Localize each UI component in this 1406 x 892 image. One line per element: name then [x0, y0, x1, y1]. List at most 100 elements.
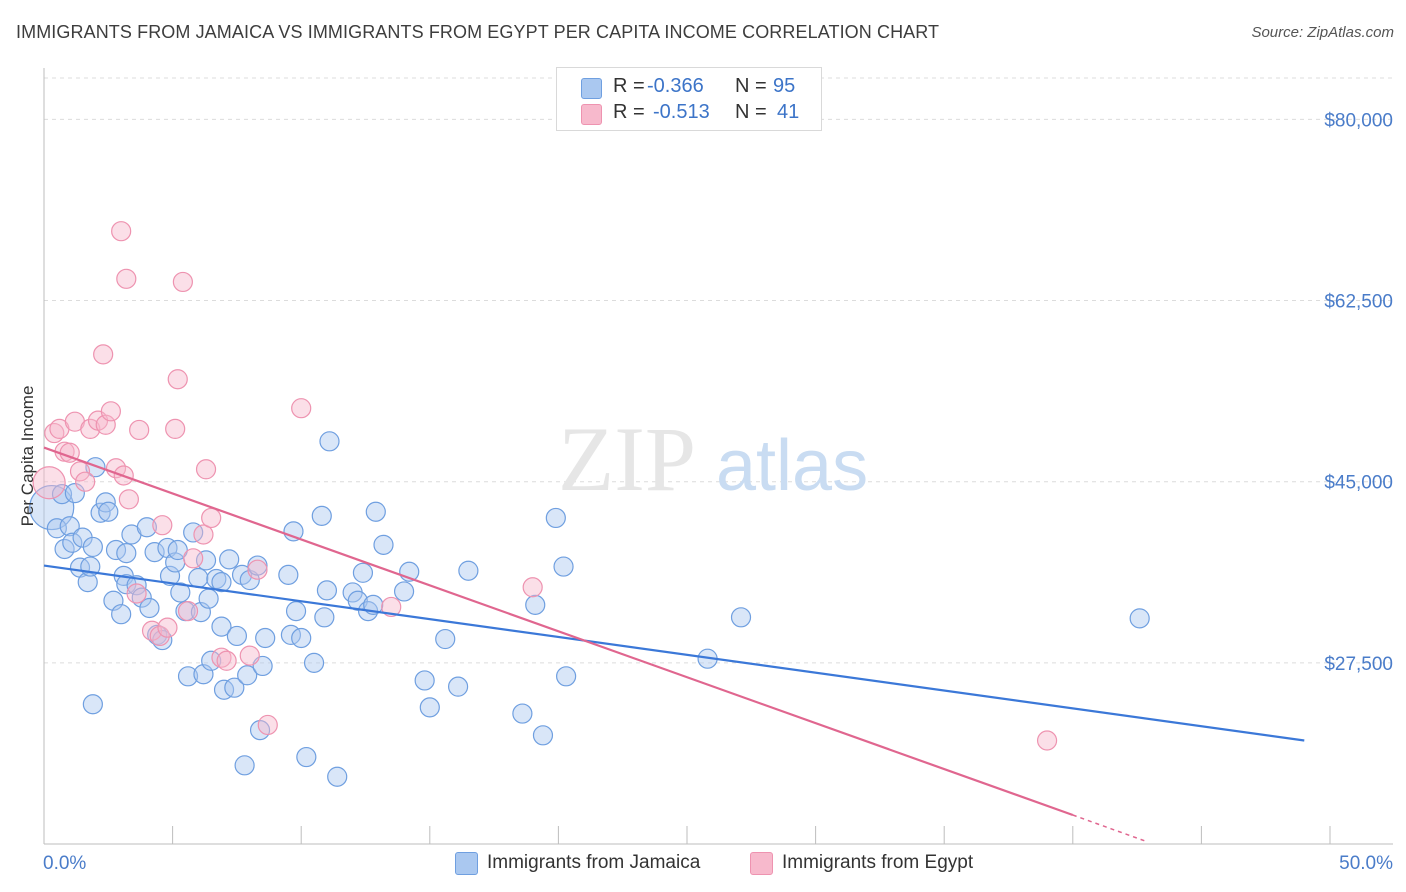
jamaica-point [116, 543, 137, 564]
egypt-point [32, 466, 66, 500]
egypt-point [183, 548, 204, 569]
y-tick-label: $27,500 [1324, 654, 1393, 675]
jamaica-swatch [581, 78, 602, 99]
jamaica-legend-swatch [455, 852, 478, 875]
jamaica-point [213, 679, 235, 700]
jamaica-point [170, 582, 191, 603]
jamaica-point [283, 521, 304, 542]
jamaica-point [447, 676, 469, 697]
jamaica-point [224, 677, 245, 698]
jamaica-point [525, 594, 546, 615]
egypt-point [126, 583, 147, 604]
jamaica-point [64, 482, 85, 504]
egypt-point [100, 401, 121, 422]
series-jamaica-points [29, 431, 1150, 787]
jamaica-point [327, 766, 348, 787]
y-tick-label: $62,500 [1324, 292, 1393, 313]
jamaica-point [373, 534, 394, 555]
jamaica-point [82, 694, 103, 715]
jamaica-point [545, 507, 566, 529]
jamaica-point [435, 628, 456, 650]
legend-r-value: -0.513 [653, 101, 710, 123]
jamaica-point [219, 549, 240, 570]
jamaica-point [278, 564, 299, 585]
y-tick-label: $45,000 [1324, 473, 1393, 494]
x-tick-max: 50.0% [1339, 853, 1393, 874]
legend-n-label: N = [735, 101, 767, 123]
jamaica-point [285, 600, 307, 622]
legend-n-value: 41 [777, 101, 800, 123]
legend-r-value: -0.366 [647, 75, 704, 97]
egypt-point [165, 418, 186, 440]
jamaica-point [195, 550, 217, 571]
jamaica-point [730, 607, 752, 628]
jamaica-point [211, 616, 232, 637]
jamaica-point [59, 516, 80, 537]
jamaica-point [98, 501, 119, 522]
egypt-point [291, 398, 312, 419]
egypt-swatch [581, 104, 602, 125]
egypt-point [239, 645, 260, 666]
jamaica-point [255, 627, 276, 649]
egypt-point [118, 489, 139, 510]
jamaica-point [226, 625, 247, 647]
egypt-point [257, 714, 278, 736]
jamaica-point [144, 541, 165, 563]
jamaica-point [159, 565, 181, 587]
jamaica-point [111, 604, 132, 625]
jamaica-trend-line [43, 564, 1305, 742]
egypt-point [152, 515, 173, 536]
egypt-point [149, 625, 170, 647]
egypt-legend-label: Immigrants from Egypt [782, 852, 974, 873]
egypt-point [111, 221, 132, 242]
watermark: ZIP atlas [558, 408, 868, 510]
jamaica-point [556, 666, 577, 687]
stats-legend: R = -0.366 N = 95 R = -0.513 N = 41 [556, 67, 822, 131]
jamaica-point [365, 501, 386, 522]
jamaica-point [414, 670, 435, 691]
jamaica-point [319, 431, 340, 452]
trend-lines [43, 446, 1305, 842]
chart-title: IMMIGRANTS FROM JAMAICA VS IMMIGRANTS FR… [16, 22, 940, 42]
egypt-point [157, 617, 178, 638]
jamaica-point [512, 703, 533, 724]
jamaica-point [303, 652, 325, 673]
jamaica-point [126, 575, 147, 596]
jamaica-point [188, 567, 209, 589]
jamaica-point [139, 597, 160, 619]
jamaica-legend-label: Immigrants from Jamaica [487, 852, 701, 873]
egypt-point [522, 577, 543, 598]
y-tick-label: $80,000 [1324, 110, 1393, 131]
jamaica-point [211, 572, 232, 593]
y-axis-label: Per Capita Income [18, 386, 37, 527]
jamaica-point [316, 580, 338, 601]
y-tick-labels: $27,500 $45,000 $62,500 $80,000 [1324, 110, 1393, 674]
jamaica-point [458, 560, 479, 581]
jamaica-point [1129, 608, 1150, 629]
jamaica-point [532, 725, 554, 746]
jamaica-point [136, 517, 157, 538]
axes [43, 68, 1393, 845]
jamaica-point [46, 518, 67, 539]
jamaica-point [419, 697, 440, 718]
egypt-point [172, 271, 193, 293]
jamaica-point [234, 755, 255, 776]
jamaica-point [237, 665, 258, 686]
legend-r-label: R = [613, 75, 645, 97]
egypt-point [167, 369, 188, 390]
jamaica-point [82, 536, 103, 558]
egypt-point [1036, 730, 1058, 751]
egypt-point [116, 268, 137, 289]
x-tick-min: 0.0% [43, 853, 86, 874]
jamaica-point [291, 627, 312, 649]
egypt-point [80, 418, 101, 440]
egypt-point [105, 458, 127, 479]
jamaica-point [177, 666, 199, 687]
egypt-point [177, 600, 199, 622]
jamaica-point [167, 539, 188, 561]
legend-r-label: R = [613, 101, 645, 123]
watermark-zip: ZIP [558, 408, 696, 510]
egypt-point [201, 507, 222, 529]
egypt-point [129, 419, 150, 441]
